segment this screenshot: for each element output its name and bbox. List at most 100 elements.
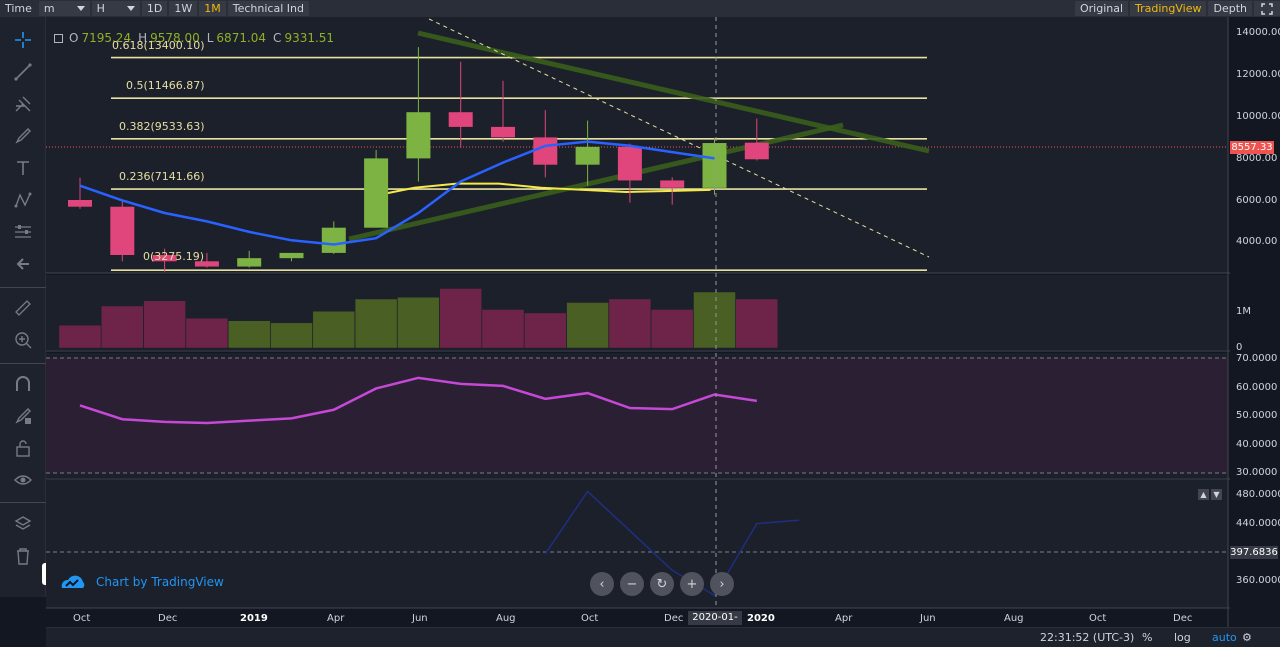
minutes-dropdown[interactable]: m <box>38 1 90 16</box>
volume-bar <box>312 311 356 349</box>
top-toolbar: Time m H 1D 1W 1M Technical Ind Original… <box>0 0 1280 17</box>
tradingview-logo-icon <box>61 575 85 588</box>
hours-dropdown[interactable]: H <box>91 1 140 16</box>
chart-navigation: ‹ − ↻ + › <box>590 572 734 596</box>
time-tick: Apr <box>835 613 853 624</box>
fullscreen-icon[interactable] <box>1254 1 1280 16</box>
volume-bar <box>227 320 271 349</box>
price-tick: 4000.00 <box>1236 236 1278 247</box>
crosshair-value-tag: 397.6836 <box>1230 546 1278 559</box>
volume-bar <box>693 291 736 349</box>
interval-1d-button[interactable]: 1D <box>141 1 168 16</box>
candle-body <box>491 126 515 138</box>
fib-label: 0.5(11466.87) <box>126 79 205 92</box>
price-chart[interactable] <box>46 17 1230 627</box>
time-tick: 2020 <box>747 613 775 624</box>
volume-bar <box>524 312 567 349</box>
eye-icon[interactable] <box>12 469 34 491</box>
rsi-tick: 40.0000 <box>1236 439 1278 450</box>
brush-icon[interactable] <box>12 125 34 147</box>
reset-icon[interactable]: ↻ <box>650 572 674 596</box>
percent-toggle[interactable]: % <box>1142 631 1153 644</box>
volume-bar <box>185 318 229 349</box>
candle-body <box>406 112 431 159</box>
tradingview-watermark[interactable]: Chart by TradingView <box>60 572 224 592</box>
volume-bar <box>650 309 694 349</box>
high-key: H <box>138 31 148 45</box>
close-value: 9331.51 <box>284 31 335 45</box>
lock-drawing-icon[interactable] <box>12 405 34 427</box>
back-arrow-icon[interactable] <box>12 253 34 275</box>
candle-body <box>110 206 135 255</box>
candle-body <box>533 137 558 165</box>
clock: 22:31:52 (UTC-3) <box>1040 631 1135 644</box>
chevron-down-icon <box>126 6 135 11</box>
tradingview-chart-button[interactable]: TradingView <box>1130 1 1207 16</box>
volume-bar <box>354 298 398 349</box>
interval-1w-button[interactable]: 1W <box>169 1 198 16</box>
crosshair-icon[interactable] <box>12 29 34 51</box>
prediction-icon[interactable] <box>12 221 34 243</box>
time-tick: Apr <box>327 613 345 624</box>
log-toggle[interactable]: log <box>1174 631 1191 644</box>
time-label: Time <box>5 2 32 15</box>
legend-toggle-icon[interactable] <box>54 33 63 43</box>
price-tick: 6000.00 <box>1236 195 1278 206</box>
fib-label: 0.382(9533.63) <box>119 120 205 133</box>
time-tick: Jun <box>920 613 936 624</box>
interval-1m-button[interactable]: 1M <box>199 1 226 16</box>
scroll-left-icon[interactable]: ‹ <box>590 572 614 596</box>
candle-body <box>617 146 642 181</box>
time-tick: Aug <box>1004 613 1024 624</box>
fib-label: 0.236(7141.66) <box>119 170 205 183</box>
zoom-in-icon[interactable] <box>12 329 34 351</box>
magnet-icon[interactable] <box>12 373 34 395</box>
auto-toggle[interactable]: auto <box>1212 631 1237 644</box>
price-tick: 14000.00 <box>1236 27 1280 38</box>
volume-bar <box>270 322 313 349</box>
time-tick: Aug <box>496 613 516 624</box>
ruler-icon[interactable] <box>12 297 34 319</box>
zoom-in-icon[interactable]: + <box>680 572 704 596</box>
time-tick: 2019 <box>240 613 268 624</box>
price-pane-bg <box>46 17 1228 273</box>
time-tick: Jun <box>412 613 428 624</box>
text-tool-icon[interactable] <box>12 157 34 179</box>
low-value: 6871.04 <box>216 31 267 45</box>
volume-bar <box>735 298 779 349</box>
low-key: L <box>206 31 214 45</box>
zoom-out-icon[interactable]: − <box>620 572 644 596</box>
price-tick: 8000.00 <box>1236 153 1278 164</box>
settings-gear-icon[interactable]: ⚙ <box>1242 631 1252 644</box>
pitchfork-icon[interactable] <box>12 93 34 115</box>
depth-chart-button[interactable]: Depth <box>1208 1 1252 16</box>
time-tick: Dec <box>1173 613 1193 624</box>
candle-body <box>448 112 473 127</box>
pane-up-icon[interactable]: ▲ <box>1198 489 1209 500</box>
candle-body <box>702 143 727 188</box>
open-value: 7195.24 <box>81 31 132 45</box>
original-chart-button[interactable]: Original <box>1074 1 1129 16</box>
time-tick: Oct <box>581 613 599 624</box>
price-tick: 12000.00 <box>1236 69 1280 80</box>
oscillator-line <box>544 490 800 597</box>
osc-tick: 360.0000 <box>1236 575 1280 586</box>
rsi-line <box>79 376 757 425</box>
time-tick: Oct <box>1089 613 1107 624</box>
pane-down-icon[interactable]: ▼ <box>1211 489 1222 500</box>
unlock-icon[interactable] <box>12 437 34 459</box>
technical-indicators-button[interactable]: Technical Ind <box>227 1 309 16</box>
drawing-toolbar <box>0 17 46 597</box>
toolbar-scroll-handle[interactable] <box>42 563 49 585</box>
trend-line-icon[interactable] <box>12 61 34 83</box>
layers-icon[interactable] <box>12 513 34 535</box>
candle-body <box>279 252 304 259</box>
fib-label: 0.618(13400.10) <box>112 39 205 52</box>
trash-icon[interactable] <box>12 545 34 567</box>
fib-label: 0(3275.19) <box>143 250 205 263</box>
volume-bar <box>143 300 186 349</box>
chevron-down-icon <box>76 6 85 11</box>
scroll-right-icon[interactable]: › <box>710 572 734 596</box>
rsi-tick: 50.0000 <box>1236 410 1278 421</box>
pattern-icon[interactable] <box>12 189 34 211</box>
